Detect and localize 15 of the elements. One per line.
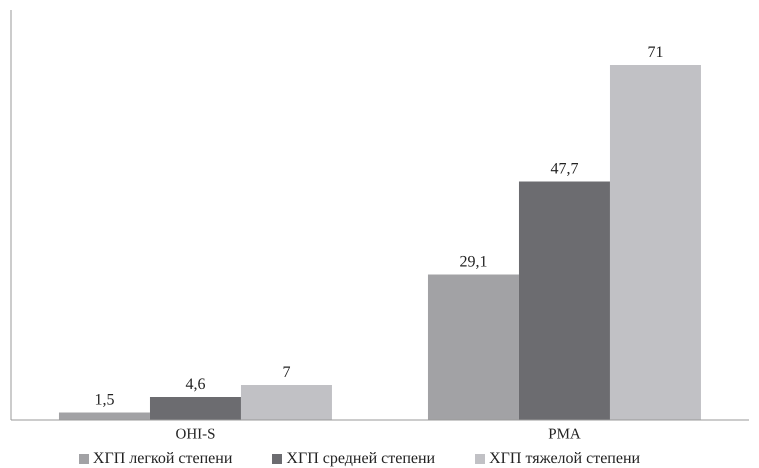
legend-label: ХГП легкой степени — [92, 450, 232, 467]
legend-label: ХГП средней степени — [286, 450, 436, 467]
bar — [150, 397, 241, 420]
bar — [610, 65, 701, 420]
bar — [518, 182, 610, 420]
data-label: 47,7 — [550, 160, 578, 178]
data-label: 71 — [647, 44, 664, 61]
data-label: 1,5 — [94, 392, 114, 408]
data-label: 4,6 — [185, 376, 206, 393]
data-label: 29,1 — [459, 254, 488, 270]
legend-label: ХГП тяжелой степени — [489, 450, 640, 467]
bar — [240, 385, 332, 420]
data-label: 7 — [282, 364, 290, 381]
x-tick-label: PMA — [548, 426, 581, 443]
x-tick-label: OHI-S — [176, 426, 216, 443]
